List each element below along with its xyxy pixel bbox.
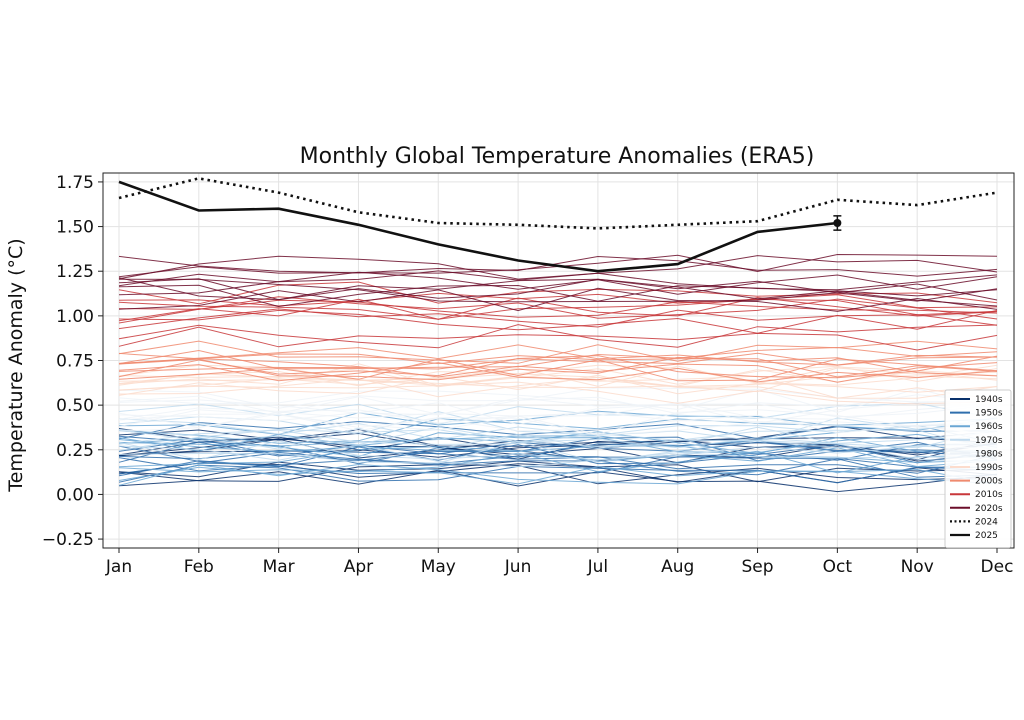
legend-label: 1990s: [975, 463, 1003, 473]
decade-line-2000s: [118, 362, 998, 383]
x-tick-label: Oct: [823, 557, 853, 577]
decade-line-2010s: [118, 324, 998, 349]
decade-line-1970s: [118, 427, 998, 450]
x-tick-label: Mar: [263, 557, 295, 577]
decade-line-2010s: [118, 296, 998, 320]
decade-line-2000s: [118, 352, 998, 378]
decade-line-1940s: [118, 464, 998, 485]
decade-line-2000s: [118, 358, 998, 382]
decade-line-2000s: [118, 358, 998, 383]
y-tick-label: 1.75: [56, 173, 94, 193]
decade-line-2010s: [118, 299, 998, 324]
x-tick-label: Aug: [661, 557, 694, 577]
legend-label: 1940s: [975, 395, 1003, 405]
decade-line-1970s: [118, 417, 998, 442]
decade-line-1970s: [118, 429, 998, 452]
decade-line-2020s: [118, 287, 998, 312]
x-tick-label: Jul: [587, 557, 609, 577]
y-tick-label: −0.25: [42, 530, 94, 550]
legend-label: 2020s: [975, 504, 1003, 514]
decade-line-1960s: [118, 418, 998, 444]
x-tick-label: Sep: [742, 557, 774, 577]
decade-lines: [118, 253, 998, 493]
x-tick-label: Apr: [344, 557, 373, 577]
decade-line-1950s: [118, 456, 998, 477]
decade-line-1960s: [118, 463, 998, 486]
legend-label: 2000s: [975, 477, 1003, 487]
decade-line-1940s: [118, 460, 998, 483]
x-tick-label: Jun: [504, 557, 532, 577]
y-tick-label: 1.00: [56, 307, 94, 327]
decade-line-1970s: [118, 426, 998, 449]
x-ticks: Jan Feb Mar Apr May Jun Jul Aug Sep Oct Nov Dec: [105, 548, 1014, 577]
legend-label: 1980s: [975, 449, 1003, 459]
decade-line-1970s: [118, 440, 998, 461]
y-tick-label: 0.00: [56, 485, 94, 505]
decade-line-1950s: [118, 464, 998, 484]
decade-line-2020s: [118, 284, 998, 308]
decade-line-1970s: [118, 444, 998, 468]
decade-line-2000s: [118, 355, 998, 379]
decade-line-1990s: [118, 381, 998, 405]
decade-line-1980s: [118, 394, 998, 415]
y-tick-label: 1.50: [56, 218, 94, 238]
decade-line-1990s: [118, 374, 998, 396]
decade-line-1980s: [118, 387, 998, 413]
highlight-lines: [118, 177, 998, 273]
y-tick-label: 0.25: [56, 441, 94, 461]
series-line-2025: [118, 180, 838, 273]
y-axis-label: Temperature Anomaly (°C): [5, 238, 27, 492]
decade-line-2020s: [118, 255, 998, 280]
decade-line-2020s: [118, 255, 998, 277]
decade-line-2000s: [118, 352, 998, 372]
decade-line-1980s: [118, 397, 998, 418]
y-ticks: −0.25 0.00 0.25 0.50 0.75 1.00 1.25 1.50 1.75: [42, 173, 103, 550]
decade-line-2010s: [118, 298, 998, 322]
legend-label: 2010s: [975, 490, 1003, 500]
y-tick-label: 0.50: [56, 396, 94, 416]
x-tick-label: Dec: [981, 557, 1014, 577]
chart-title: Monthly Global Temperature Anomalies (ER…: [300, 144, 815, 169]
x-tick-label: Nov: [901, 557, 934, 577]
decade-line-1980s: [118, 401, 998, 426]
decade-line-2010s: [118, 292, 998, 309]
decade-line-1970s: [118, 440, 998, 464]
decade-line-1980s: [118, 413, 998, 436]
decade-line-1960s: [118, 445, 998, 468]
decade-line-1980s: [118, 409, 998, 434]
decade-line-2020s: [118, 277, 998, 302]
decade-line-1990s: [118, 363, 998, 387]
x-tick-label: Jan: [105, 557, 132, 577]
decade-line-1990s: [118, 373, 998, 391]
legend-label: 1950s: [975, 409, 1003, 419]
y-tick-label: 1.25: [56, 262, 94, 282]
legend-label: 2025: [975, 531, 998, 541]
decade-line-1950s: [118, 457, 998, 478]
decade-line-1960s: [118, 466, 998, 485]
decade-line-2020s: [118, 270, 998, 291]
legend: 1940s 1950s 1960s 1970s 1980s 1990s 2000s 2010s…: [944, 389, 1012, 549]
decade-line-2010s: [118, 308, 998, 330]
legend-label: 2024: [975, 517, 998, 527]
decade-line-1980s: [118, 413, 998, 432]
legend-label: 1960s: [975, 422, 1003, 432]
x-tick-label: May: [421, 557, 456, 577]
series-line-2024: [118, 177, 998, 230]
y-tick-label: 0.75: [56, 352, 94, 372]
legend-label: 1970s: [975, 436, 1003, 446]
decade-line-2010s: [118, 309, 998, 334]
decade-line-1960s: [118, 450, 998, 474]
error-bar-point: [833, 219, 842, 227]
decade-line-2010s: [118, 326, 998, 351]
x-tick-label: Feb: [184, 557, 214, 577]
decade-line-2020s: [118, 278, 998, 303]
